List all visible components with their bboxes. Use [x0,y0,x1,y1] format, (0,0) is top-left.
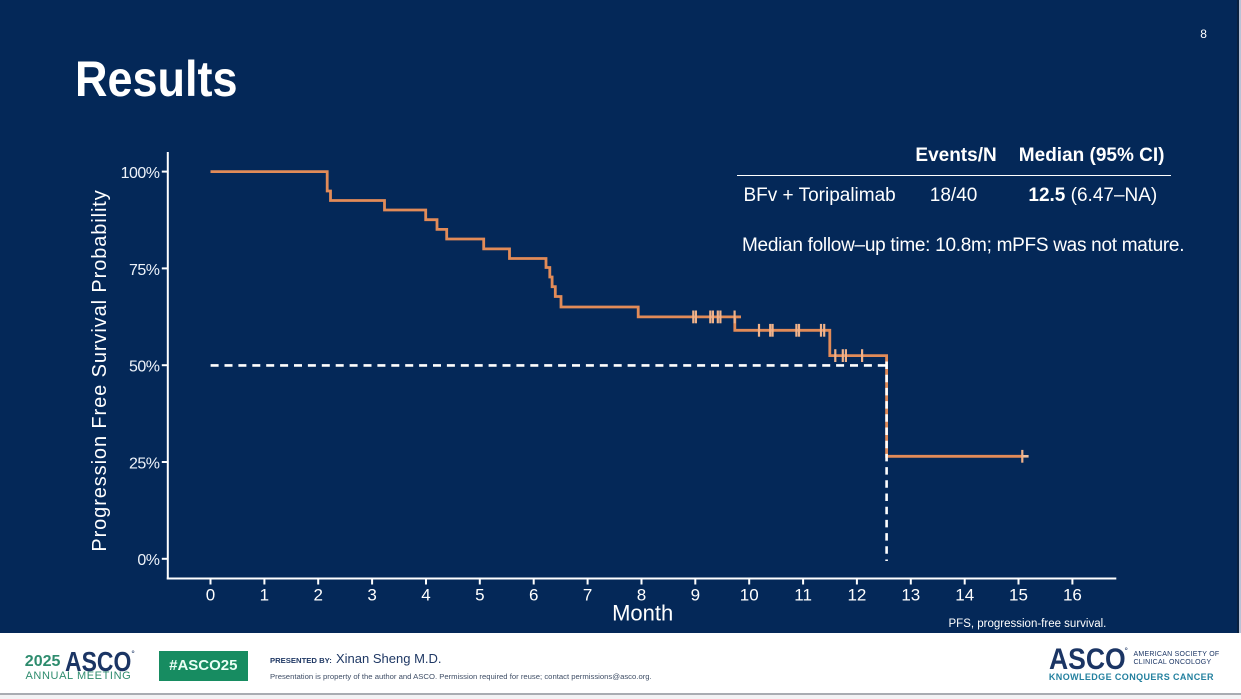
svg-text:11: 11 [794,585,812,604]
svg-text:6: 6 [529,585,538,604]
svg-text:3: 3 [367,585,376,604]
svg-text:0%: 0% [137,552,159,569]
svg-text:Month: Month [612,601,673,626]
svg-text:4: 4 [421,585,430,604]
svg-text:7: 7 [583,585,592,604]
svg-text:100%: 100% [121,165,160,182]
svg-text:12: 12 [847,585,866,604]
svg-text:14: 14 [955,585,974,604]
svg-text:10: 10 [740,585,759,604]
svg-text:13: 13 [901,585,920,604]
svg-text:75%: 75% [129,262,160,279]
svg-text:8: 8 [637,585,646,604]
svg-text:25%: 25% [129,455,160,472]
svg-text:5: 5 [475,585,484,604]
svg-text:Progression Free Survival Prob: Progression Free Survival Probability [89,189,111,551]
svg-text:1: 1 [260,585,269,604]
svg-text:0: 0 [206,585,215,604]
svg-text:15: 15 [1009,585,1028,604]
svg-text:16: 16 [1063,585,1082,604]
svg-text:2: 2 [313,585,322,604]
svg-text:9: 9 [691,585,700,604]
svg-text:50%: 50% [129,359,160,376]
